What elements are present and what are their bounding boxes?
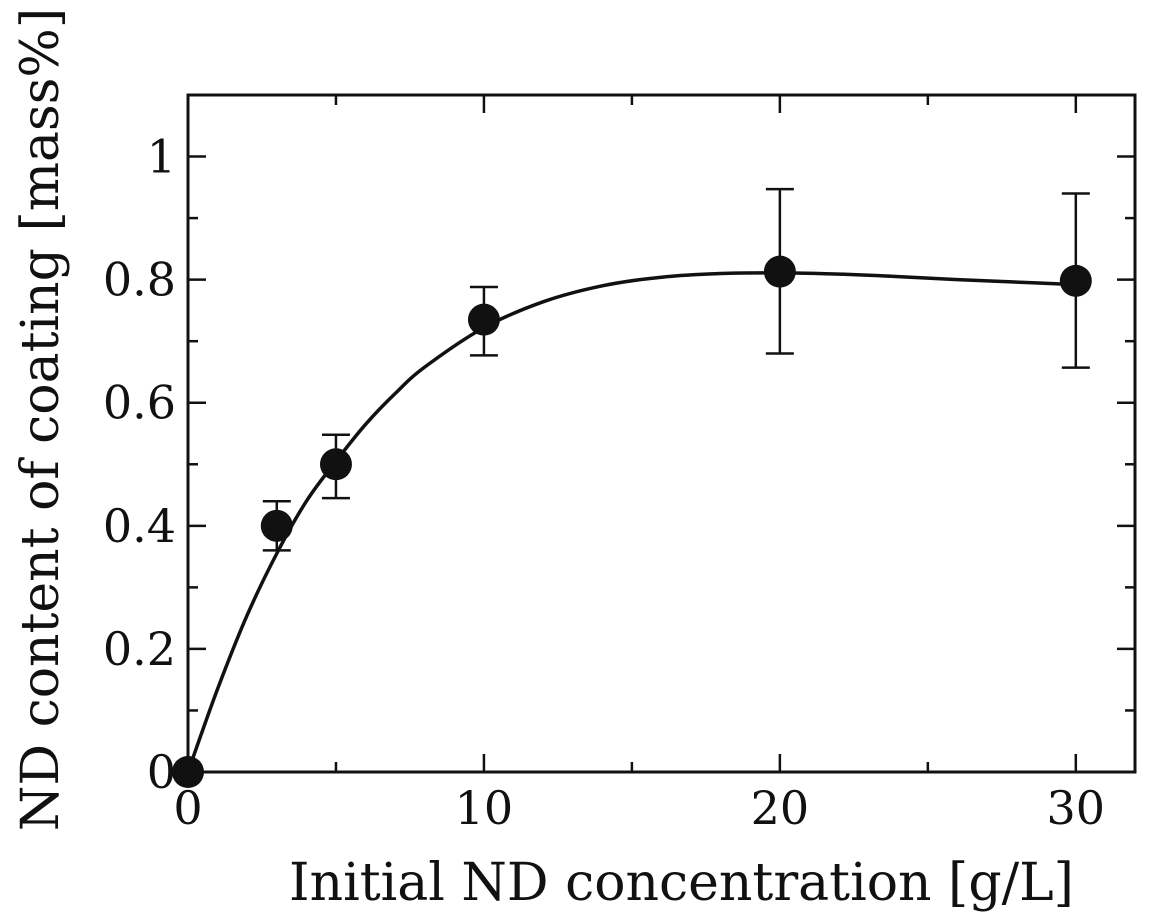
data-point [260,509,293,542]
data-point [1059,264,1092,297]
x-tick-label: 10 [455,781,514,835]
x-tick-labels: 0 10 20 30 [173,781,1105,835]
x-tick-label: 30 [1047,781,1106,835]
plot-frame [186,93,1137,774]
y-tick-label: 0.8 [103,253,176,307]
fit-curve [186,271,1076,773]
data-point [467,303,500,336]
y-tick-labels: 0 0.2 0.4 0.6 0.8 1 [103,130,176,799]
error-bars [262,187,1090,552]
y-tick-label: 0.6 [103,376,176,430]
data-point [763,255,796,288]
data-points [172,255,1092,788]
x-axis-label: Initial ND concentration [g/L] [289,853,1074,913]
y-axis-label: ND content of coating [mass%] [11,8,71,831]
y-tick-label: 0.4 [103,499,176,553]
data-point [319,448,352,481]
y-tick-label: 1 [147,130,176,184]
x-tick-label: 0 [173,781,202,835]
y-tick-label: 0 [147,745,176,799]
x-tick-label: 20 [751,781,810,835]
y-tick-label: 0.2 [103,622,176,676]
